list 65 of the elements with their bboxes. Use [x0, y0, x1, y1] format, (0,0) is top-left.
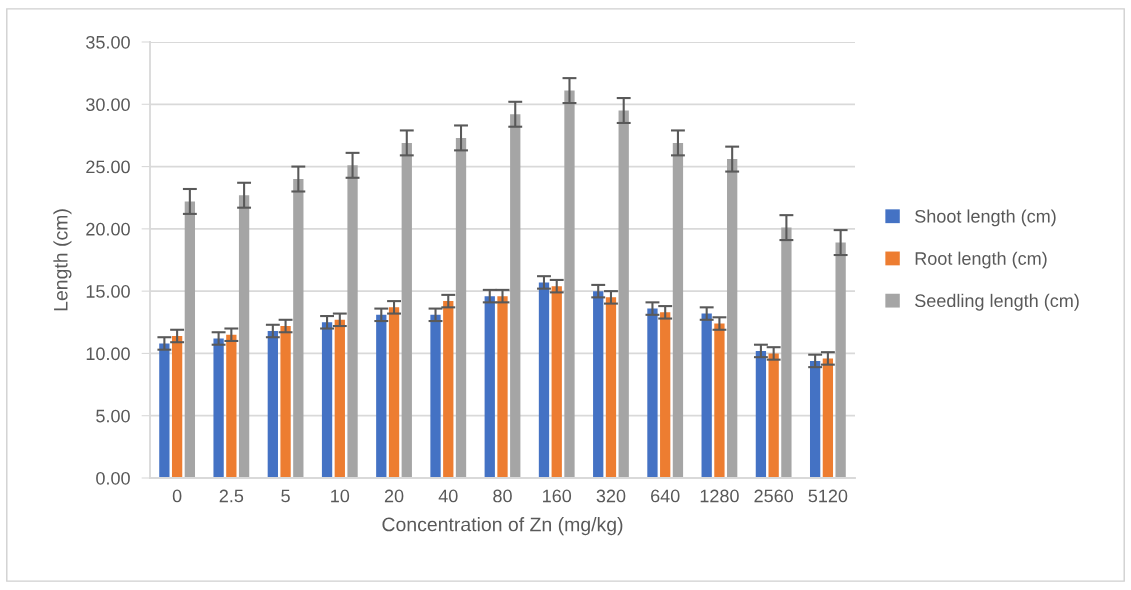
- x-tick-label: 640: [651, 489, 680, 503]
- y-tick-label: 0.00: [96, 471, 130, 485]
- bar: [388, 307, 400, 478]
- x-tick-label: 20: [384, 489, 404, 503]
- x-tick-label: 2560: [754, 489, 794, 503]
- bar: [171, 335, 183, 478]
- bar: [280, 326, 291, 478]
- bar: [618, 110, 629, 478]
- bar: [593, 291, 604, 478]
- x-tick-label: 0: [172, 489, 182, 503]
- x-tick-label: 2.5: [219, 489, 244, 503]
- x-tick-label: 10: [331, 489, 350, 503]
- bar: [293, 179, 304, 478]
- bar: [430, 314, 441, 478]
- bar: [755, 350, 767, 478]
- y-tick-label: 35.00: [86, 35, 130, 49]
- legend-label: Root length (cm): [915, 251, 1047, 269]
- bar: [443, 301, 454, 478]
- bar: [497, 296, 508, 478]
- bar: [727, 159, 738, 478]
- bar: [226, 334, 237, 478]
- y-tick-label: 15.00: [86, 285, 130, 298]
- bar: [334, 319, 345, 478]
- bar: [321, 322, 333, 478]
- bar: [809, 360, 821, 478]
- bar: [510, 114, 521, 478]
- bar: [672, 142, 684, 478]
- legend-label: Seedling length (cm): [915, 293, 1079, 311]
- bar: [267, 331, 278, 478]
- bar: [701, 313, 712, 478]
- y-tick-label: 25.00: [86, 160, 130, 174]
- x-tick-label: 5: [281, 489, 290, 503]
- bar: [822, 358, 834, 478]
- bar: [551, 286, 562, 478]
- bar: [159, 343, 170, 478]
- bar: [605, 297, 617, 478]
- bar: [484, 296, 495, 478]
- x-tick-label: 5120: [808, 489, 848, 503]
- y-tick-label: 5.00: [96, 409, 130, 423]
- y-axis-title: Length (cm): [53, 209, 72, 311]
- bar: [347, 165, 358, 478]
- bar: [184, 201, 196, 478]
- bar: [714, 323, 725, 478]
- bar: [538, 282, 550, 478]
- bar: [781, 227, 792, 478]
- x-tick-label: 80: [493, 489, 512, 503]
- y-tick-label: 10.00: [86, 347, 130, 361]
- x-tick-label: 320: [596, 489, 626, 503]
- legend-label: Shoot length (cm): [915, 209, 1056, 227]
- x-tick-label: 1280: [700, 489, 739, 503]
- bar: [455, 137, 467, 478]
- x-tick-label: 40: [438, 489, 458, 503]
- x-tick-label: 160: [543, 489, 572, 503]
- bar: [768, 353, 779, 478]
- bar: [401, 142, 412, 478]
- bar: [647, 308, 658, 478]
- bar: [376, 314, 387, 478]
- bar: [835, 242, 846, 478]
- bar: [213, 338, 224, 478]
- y-tick-label: 20.00: [86, 222, 130, 236]
- y-tick-label: 30.00: [86, 98, 130, 112]
- x-axis-title: Concentration of Zn (mg/kg): [382, 517, 623, 536]
- bar: [660, 312, 671, 478]
- bar: [564, 90, 575, 478]
- bar: [238, 195, 250, 478]
